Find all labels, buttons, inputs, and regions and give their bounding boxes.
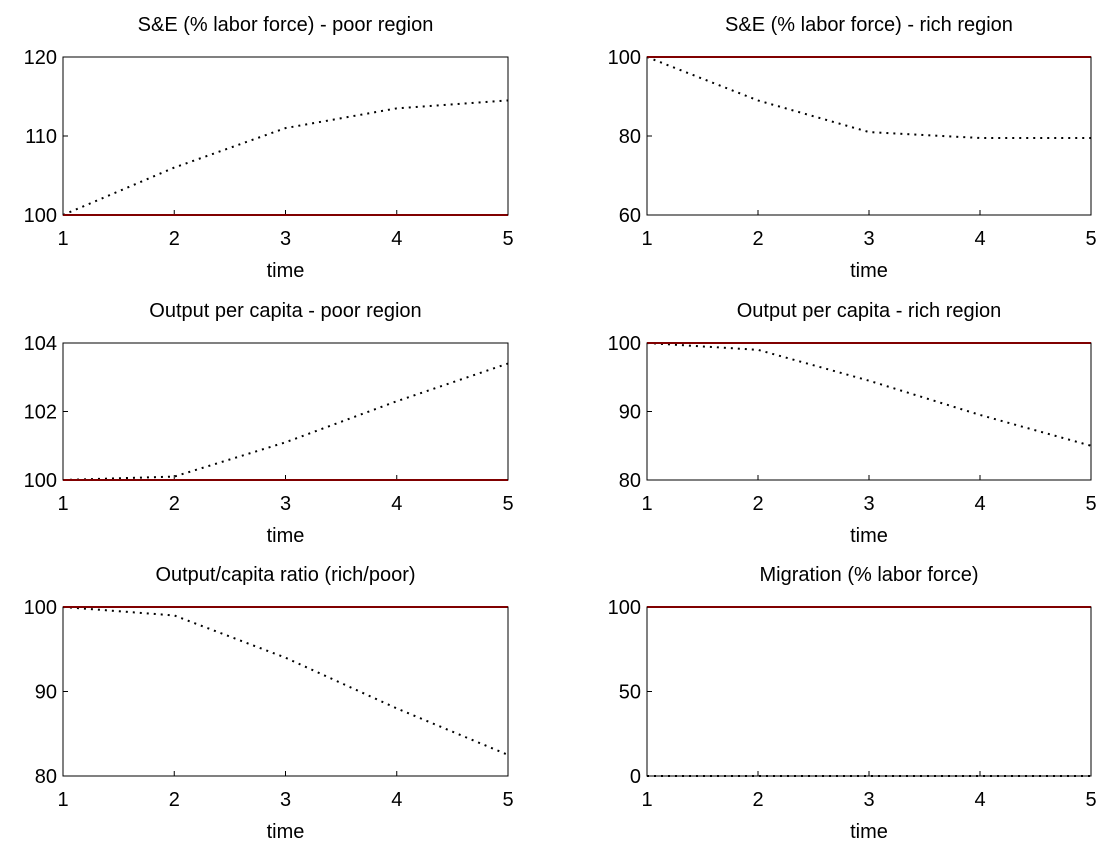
x-tick-label: 5: [502, 789, 513, 811]
plot-frame: [62, 56, 509, 216]
y-tick-label: 0: [630, 766, 641, 788]
x-axis-label: time: [850, 525, 888, 547]
y-tick-label: 102: [24, 402, 57, 424]
y-tick-label: 90: [619, 402, 641, 424]
x-tick-label: 2: [752, 789, 763, 811]
data-line: [62, 362, 509, 481]
x-tick-label: 4: [391, 789, 402, 811]
x-axis-label: time: [267, 821, 305, 843]
y-tick-label: 100: [24, 470, 57, 492]
chart-title: Output/capita ratio (rich/poor): [155, 564, 415, 586]
plot-frame: [646, 606, 1092, 777]
x-tick-label: 5: [502, 493, 513, 515]
y-tick-label: 110: [25, 126, 57, 148]
y-tick-label: 100: [24, 205, 57, 227]
x-tick-label: 3: [863, 493, 874, 515]
x-tick-label: 5: [1085, 228, 1096, 250]
x-tick-label: 4: [391, 493, 402, 515]
x-tick-label: 4: [391, 228, 402, 250]
y-tick-label: 104: [24, 333, 57, 355]
x-tick-label: 1: [57, 789, 68, 811]
y-tick-label: 100: [608, 47, 641, 69]
x-tick-label: 3: [863, 228, 874, 250]
x-tick-label: 2: [169, 228, 180, 250]
x-tick-label: 2: [169, 493, 180, 515]
data-line: [62, 606, 509, 756]
y-tick-label: 80: [619, 470, 641, 492]
y-tick-label: 50: [619, 682, 641, 704]
x-tick-label: 5: [1085, 789, 1096, 811]
y-tick-label: 100: [608, 333, 641, 355]
x-tick-label: 2: [169, 789, 180, 811]
y-tick-label: 120: [24, 47, 57, 69]
x-tick-label: 4: [974, 789, 985, 811]
x-axis-label: time: [850, 821, 888, 843]
plot-frame: [646, 342, 1092, 481]
data-line: [62, 99, 509, 216]
x-tick-label: 5: [502, 228, 513, 250]
chart-title: Output per capita - poor region: [149, 300, 421, 322]
chart-title: Output per capita - rich region: [737, 300, 1002, 322]
y-tick-label: 80: [35, 766, 57, 788]
x-tick-label: 1: [641, 228, 652, 250]
y-tick-label: 80: [619, 126, 641, 148]
chart-title: S&E (% labor force) - rich region: [725, 14, 1013, 36]
plot-frame: [646, 56, 1092, 216]
plot-frame: [62, 342, 509, 481]
x-tick-label: 3: [280, 493, 291, 515]
y-tick-label: 60: [619, 205, 641, 227]
data-line: [646, 56, 1091, 139]
y-tick-label: 100: [24, 597, 57, 619]
y-tick-label: 100: [608, 597, 641, 619]
x-axis-label: time: [850, 260, 888, 282]
x-axis-label: time: [267, 260, 305, 282]
x-tick-label: 4: [974, 493, 985, 515]
y-tick-label: 90: [35, 682, 57, 704]
chart-title: Migration (% labor force): [760, 564, 979, 586]
plot-frame: [62, 606, 509, 777]
x-tick-label: 3: [280, 789, 291, 811]
x-tick-label: 1: [641, 789, 652, 811]
x-tick-label: 3: [280, 228, 291, 250]
x-tick-label: 1: [641, 493, 652, 515]
x-tick-label: 2: [752, 493, 763, 515]
x-tick-label: 1: [57, 228, 68, 250]
chart-title: S&E (% labor force) - poor region: [138, 14, 434, 36]
x-tick-label: 4: [974, 228, 985, 250]
x-tick-label: 5: [1085, 493, 1096, 515]
x-tick-label: 3: [863, 789, 874, 811]
x-axis-label: time: [267, 525, 305, 547]
data-line: [646, 342, 1092, 447]
x-tick-label: 1: [57, 493, 68, 515]
x-tick-label: 2: [752, 228, 763, 250]
